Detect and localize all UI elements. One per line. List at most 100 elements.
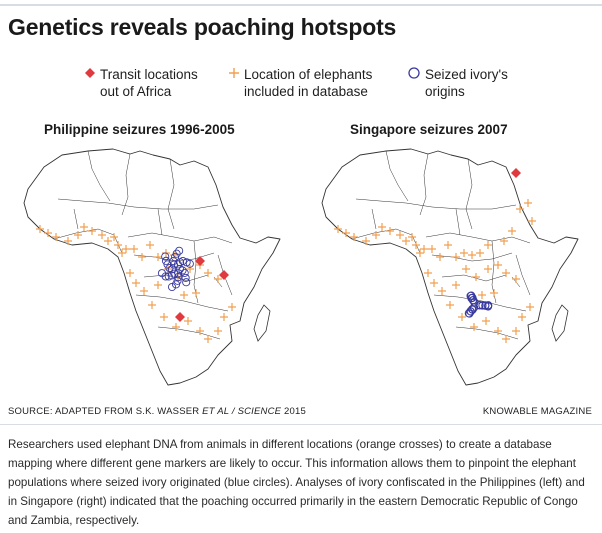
elephant-location-cross	[484, 265, 492, 273]
elephant-location-cross	[494, 261, 502, 269]
elephant-location-cross	[516, 205, 524, 213]
elephant-location-cross	[362, 237, 370, 245]
elephant-location-cross	[74, 231, 82, 239]
elephant-location-cross	[460, 249, 468, 257]
elephant-location-cross	[204, 269, 212, 277]
country-border	[351, 228, 421, 254]
country-border	[431, 252, 513, 262]
seized-ivory-origin-circle	[161, 252, 170, 261]
madagascar-outline	[551, 304, 569, 342]
elephant-location-cross	[214, 327, 222, 335]
elephant-location-cross	[110, 233, 118, 241]
country-border	[157, 208, 163, 236]
country-border	[441, 274, 507, 282]
elephant-location-cross	[214, 275, 222, 283]
seized-ivory-origin-circle	[161, 272, 170, 281]
elephant-location-cross	[438, 287, 446, 295]
elephant-location-cross	[424, 269, 432, 277]
elephant-location-cross	[146, 241, 154, 249]
country-border	[121, 153, 131, 216]
elephant-location-cross	[386, 227, 394, 235]
elephant-location-cross	[126, 269, 134, 277]
country-border	[433, 294, 527, 312]
panel-title-singapore: Singapore seizures 2007	[350, 122, 508, 137]
elephant-location-cross	[88, 227, 96, 235]
elephant-location-cross	[436, 253, 444, 261]
transit-location-diamond	[219, 270, 229, 280]
elephant-location-cross	[140, 287, 148, 295]
legend-elephants-label: Location of elephants included in databa…	[244, 67, 373, 99]
seized-ivory-origin-circle	[169, 257, 178, 266]
country-border	[157, 326, 221, 340]
elephant-location-cross	[462, 265, 470, 273]
elephant-location-cross	[500, 237, 508, 245]
elephant-location-cross	[184, 317, 192, 325]
seized-ivory-origin-circle	[175, 264, 185, 274]
top-rule	[0, 4, 602, 6]
africa-coast	[23, 148, 281, 386]
country-border	[465, 158, 473, 230]
transit-location-diamond	[175, 312, 185, 322]
elephant-location-cross	[468, 251, 476, 259]
elephant-location-cross	[444, 241, 452, 249]
elephant-location-cross	[490, 289, 498, 297]
country-border	[73, 208, 79, 230]
elephant-location-cross	[180, 291, 188, 299]
elephant-location-cross	[228, 303, 236, 311]
elephant-location-cross	[154, 253, 162, 261]
elephant-location-cross	[420, 245, 428, 253]
country-border	[167, 158, 175, 230]
elephant-location-cross	[524, 199, 532, 207]
elephant-location-cross	[154, 281, 162, 289]
elephant-location-cross	[204, 335, 212, 343]
elephant-location-cross	[494, 327, 502, 335]
elephant-location-cross	[396, 231, 404, 239]
elephant-location-cross	[482, 317, 490, 325]
africa-coast	[321, 148, 579, 386]
elephant-location-cross	[472, 273, 480, 281]
seized-ivory-origin-circle	[171, 280, 181, 289]
elephant-location-cross	[452, 253, 460, 261]
seized-ivory-origin-circle	[478, 301, 487, 310]
panel-title-philippines: Philippine seizures 1996-2005	[44, 122, 235, 137]
map-singapore-seizures	[321, 148, 579, 386]
legend-ivory-label: Seized ivory's origins	[425, 67, 508, 99]
country-border	[455, 208, 461, 236]
elephant-location-cross	[186, 265, 194, 273]
elephant-location-cross	[64, 237, 72, 245]
elephant-location-cross	[160, 313, 168, 321]
blue-circle-icon	[408, 67, 420, 79]
elephant-location-cross	[512, 275, 520, 283]
seized-ivory-origin-circle	[180, 268, 189, 277]
transit-location-diamond	[195, 256, 205, 266]
elephant-location-cross	[350, 233, 358, 241]
country-border	[385, 150, 409, 202]
source-credit: SOURCE: ADAPTED FROM S.K. WASSER ET AL /…	[8, 406, 306, 417]
seized-ivory-origin-circle	[165, 264, 174, 273]
elephant-location-cross	[122, 245, 130, 253]
elephant-location-cross	[402, 237, 410, 245]
elephant-location-cross	[512, 327, 520, 335]
elephant-location-cross	[52, 233, 60, 241]
elephant-location-cross	[192, 289, 200, 297]
country-border	[57, 198, 219, 210]
elephant-location-cross	[518, 313, 526, 321]
country-border	[127, 232, 233, 244]
elephant-location-cross	[378, 223, 386, 231]
elephant-location-cross	[430, 279, 438, 287]
elephant-location-cross	[148, 301, 156, 309]
elephant-location-cross	[114, 241, 122, 249]
country-border	[135, 294, 229, 312]
elephant-location-cross	[416, 249, 424, 257]
elephant-location-cross	[412, 241, 420, 249]
elephant-location-cross	[132, 279, 140, 287]
elephant-location-cross	[452, 281, 460, 289]
country-border	[355, 198, 517, 210]
elephant-location-cross	[526, 303, 534, 311]
seized-ivory-origin-circle	[484, 302, 493, 311]
seized-ivory-origin-circle	[468, 293, 477, 302]
page-title: Genetics reveals poaching hotspots	[8, 14, 397, 40]
elephant-location-cross	[118, 249, 126, 257]
country-border	[515, 254, 531, 296]
seized-ivory-origin-circle	[475, 301, 484, 310]
